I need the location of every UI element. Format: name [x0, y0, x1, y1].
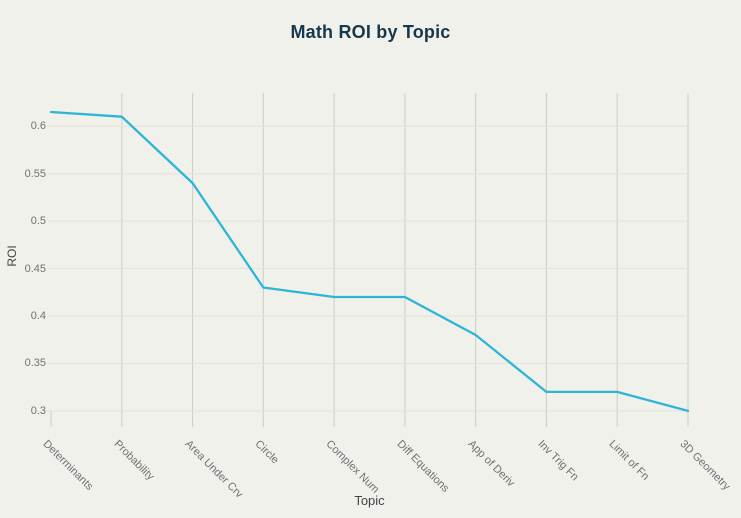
chart-title: Math ROI by Topic — [290, 22, 451, 42]
y-tick-label: 0.55 — [24, 167, 46, 180]
roi-line-series — [49, 110, 690, 413]
y-tick-label: 0.35 — [24, 357, 46, 370]
y-tick-label: 0.5 — [30, 215, 46, 228]
x-axis-title: Topic — [354, 493, 385, 508]
y-tick-label: 0.3 — [30, 404, 46, 417]
y-tick-label: 0.45 — [24, 262, 46, 275]
y-tick-label: 0.6 — [30, 120, 46, 133]
y-axis-title: ROI — [5, 245, 19, 267]
y-tick-label: 0.4 — [30, 310, 46, 322]
